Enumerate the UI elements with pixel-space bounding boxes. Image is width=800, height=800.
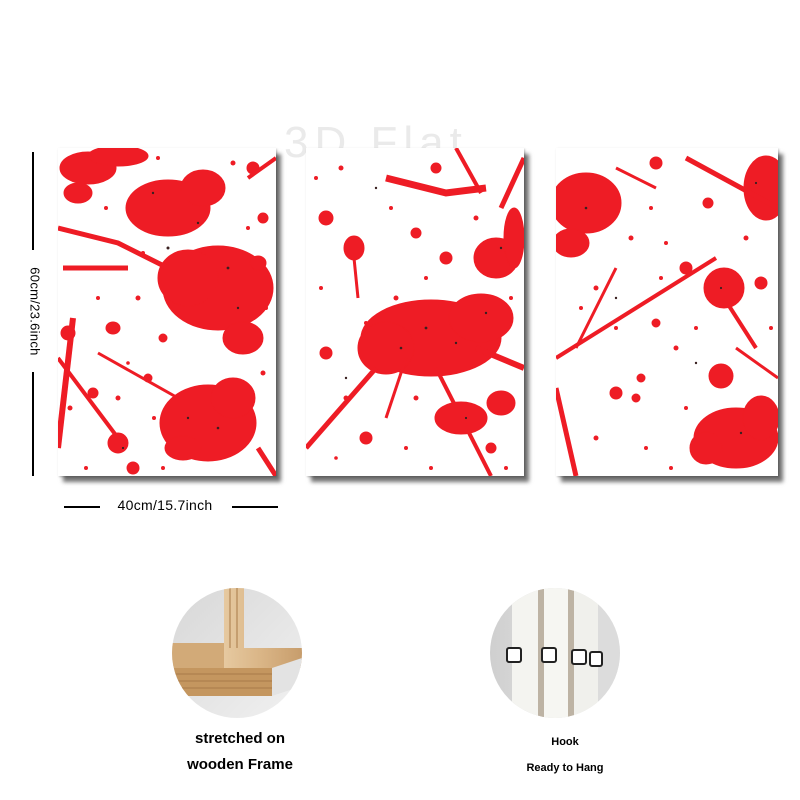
center-panel-art bbox=[306, 148, 524, 476]
right-panel bbox=[556, 148, 778, 476]
right-panel-art bbox=[556, 155, 778, 476]
wooden-frame-corner-photo bbox=[172, 588, 302, 718]
hook-caption-line1: Hook bbox=[551, 736, 579, 748]
left-panel bbox=[58, 148, 276, 476]
frame-caption-line2: wooden Frame bbox=[187, 756, 293, 773]
width-line-left bbox=[64, 506, 100, 508]
height-label: 60cm/23.6inch bbox=[27, 267, 43, 356]
center-panel bbox=[306, 148, 524, 476]
frame-caption-line1: stretched on bbox=[194, 730, 285, 747]
height-line-bottom bbox=[32, 372, 34, 476]
width-label: 40cm/15.7inch bbox=[117, 497, 213, 513]
left-panel-art bbox=[58, 148, 276, 476]
height-line-top bbox=[32, 152, 34, 250]
hook-photo bbox=[490, 588, 620, 718]
hook-caption-line2: Ready to Hang bbox=[526, 762, 604, 774]
width-line-right bbox=[232, 506, 278, 508]
